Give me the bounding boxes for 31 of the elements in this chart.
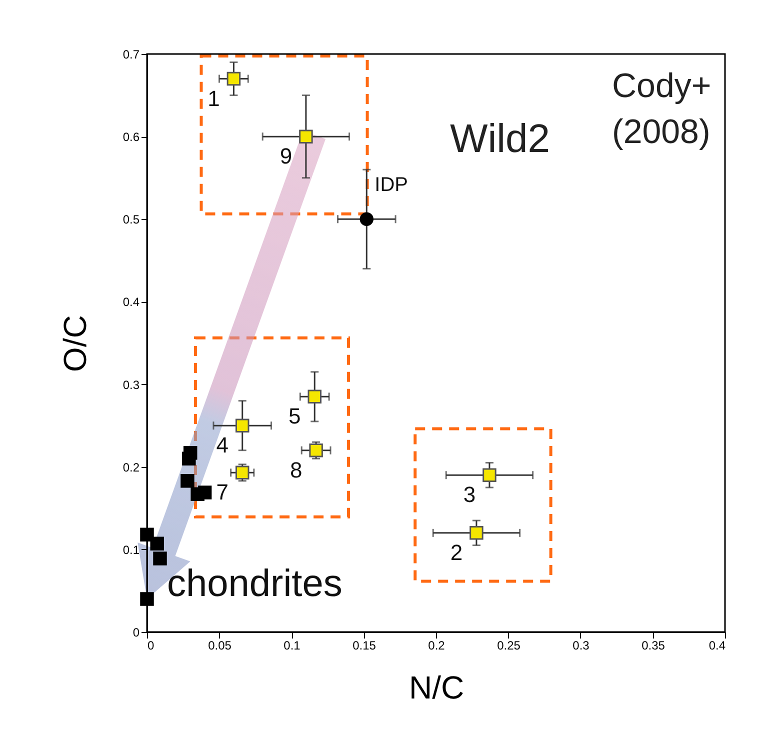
- series-label: IDP: [374, 174, 408, 196]
- y-tick-label: 0: [132, 626, 140, 640]
- x-tick-label: 0.25: [497, 638, 521, 652]
- x-tick-label: 0: [148, 638, 154, 652]
- y-tick-label: 0.3: [122, 378, 140, 392]
- annotation: 7: [216, 480, 228, 505]
- annotation: Cody+ (2008): [612, 67, 712, 151]
- x-tick-label: 0.4: [708, 638, 726, 652]
- y-tick-label: 0.7: [122, 48, 140, 62]
- y-tick-label: 0.6: [122, 130, 140, 144]
- x-tick-label: 0.05: [208, 638, 232, 652]
- x-tick-label: 0.15: [352, 638, 376, 652]
- annotation: 1: [208, 86, 220, 111]
- x-tick-label: 0.1: [284, 638, 301, 652]
- annotation: 9: [280, 144, 292, 169]
- annotation: 4: [216, 432, 228, 458]
- series-label: chondrites: [167, 562, 342, 605]
- x-tick-label: 0.2: [428, 638, 446, 652]
- x-tick-label: 0.3: [572, 638, 590, 652]
- annotation: 8: [290, 457, 302, 482]
- y-tick-label: 0.4: [122, 295, 140, 310]
- y-axis-title: O/C: [56, 315, 93, 372]
- x-axis-title: N/C: [408, 670, 464, 706]
- x-tick-label: 0.35: [642, 638, 666, 652]
- annotation: 3: [463, 482, 476, 508]
- annotation: 5: [288, 404, 301, 429]
- y-tick-label: 0.2: [122, 460, 140, 474]
- y-tick-label: 0.5: [122, 212, 140, 227]
- annotation: Wild2: [450, 117, 550, 161]
- y-tick-label: 0.1: [122, 542, 140, 557]
- annotation: 2: [450, 540, 463, 565]
